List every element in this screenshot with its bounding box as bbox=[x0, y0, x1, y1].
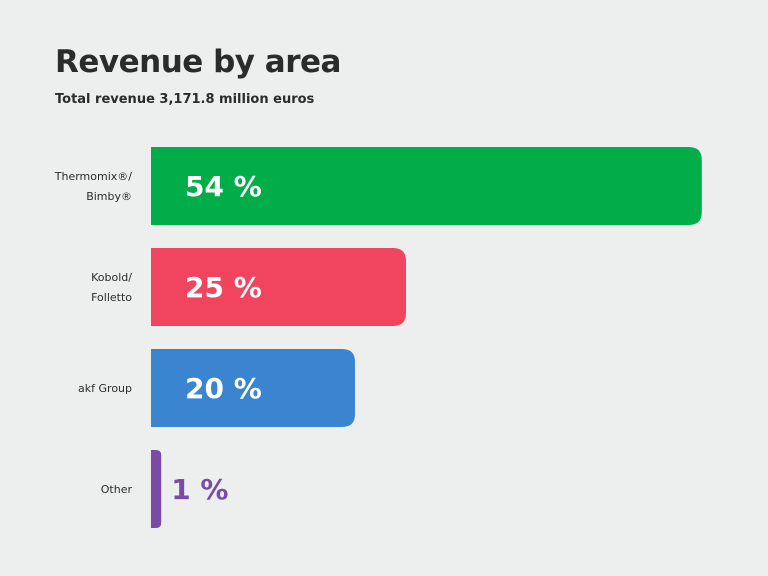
category-label: Bimby® bbox=[86, 190, 132, 203]
category-label: Other bbox=[101, 483, 133, 496]
category-label: Folletto bbox=[91, 291, 132, 304]
category-label: akf Group bbox=[78, 382, 132, 395]
chart-title: Revenue by area bbox=[55, 44, 341, 80]
bar-3 bbox=[151, 450, 162, 528]
data-label: 20 % bbox=[185, 372, 262, 405]
data-label: 25 % bbox=[185, 271, 262, 304]
bar-1 bbox=[151, 248, 406, 326]
category-label: Kobold/ bbox=[91, 271, 132, 284]
category-label: Thermomix®/ bbox=[54, 170, 133, 183]
bar-2 bbox=[151, 349, 355, 427]
data-label: 54 % bbox=[185, 170, 262, 203]
chart-subtitle: Total revenue 3,171.8 million euros bbox=[55, 92, 315, 107]
bar-0 bbox=[151, 147, 702, 225]
data-label: 1 % bbox=[171, 473, 228, 506]
